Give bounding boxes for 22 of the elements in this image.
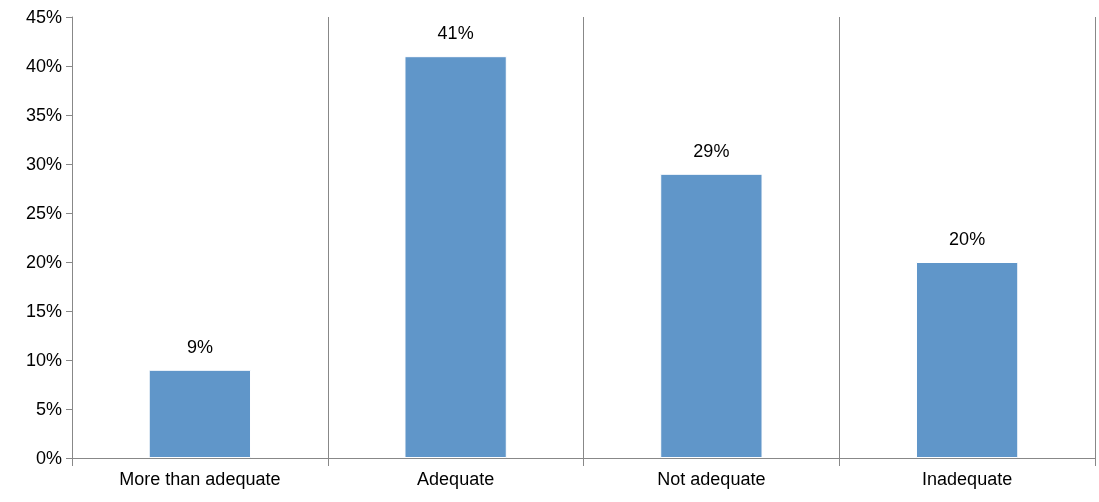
y-tick-label: 35% — [25, 105, 62, 125]
bar — [660, 173, 763, 458]
bar — [915, 262, 1019, 458]
bar — [404, 56, 507, 458]
y-tick-label: 15% — [25, 301, 62, 321]
y-tick-label: 10% — [25, 350, 62, 370]
y-tick-label: 40% — [25, 56, 62, 76]
data-label: 41% — [437, 23, 474, 44]
x-tick-label: Inadequate — [922, 469, 1013, 489]
x-tick-label: More than adequate — [119, 469, 281, 489]
y-tick-label: 30% — [25, 154, 62, 174]
y-tick-label: 0% — [35, 448, 62, 468]
data-label: 9% — [186, 336, 213, 357]
y-tick-label: 45% — [25, 7, 62, 27]
y-tick-label: 25% — [25, 203, 62, 223]
y-tick-label: 20% — [25, 252, 62, 272]
x-tick-label: Adequate — [417, 469, 495, 489]
bar — [148, 369, 252, 458]
y-tick-label: 5% — [35, 399, 62, 419]
x-tick-label: Not adequate — [657, 469, 766, 489]
data-label: 20% — [949, 229, 986, 249]
data-label: 29% — [693, 140, 730, 161]
